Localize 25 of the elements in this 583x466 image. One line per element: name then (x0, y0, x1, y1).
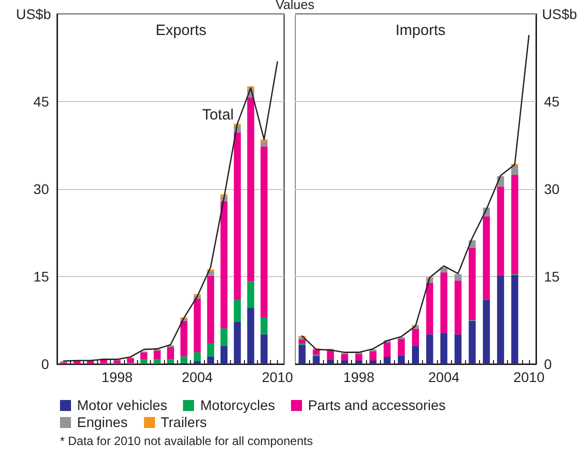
y-axis-title: US$b (16, 6, 52, 22)
y2-tick-label: 45 (544, 94, 560, 110)
y2-tick-label: 15 (544, 268, 560, 284)
text: * Data for 2010 not available for all components (60, 434, 313, 449)
x-tick-label: 2010 (513, 369, 545, 385)
y2-tick-label: 30 (544, 181, 560, 197)
x-tick-label: 1998 (343, 369, 375, 385)
x-tick-label: 2004 (428, 369, 460, 385)
y-tick-label: 30 (33, 181, 50, 197)
y2-axis-title: US$b (542, 6, 578, 22)
text: Exports (156, 22, 206, 39)
series-label: Total (202, 106, 234, 124)
legend-label: Parts and accessories (306, 397, 446, 414)
legend-label: Trailers (160, 414, 207, 431)
x-tick-label: 2004 (182, 369, 214, 385)
x-tick-label: 2010 (262, 369, 294, 385)
legend-label: Motorcycles (199, 397, 275, 414)
y-tick-label: 0 (41, 356, 50, 372)
legend-label: Engines (76, 414, 128, 431)
y2-tick-label: 0 (544, 356, 552, 372)
text: Imports (395, 22, 446, 39)
legend-label: Motor vehicles (76, 397, 168, 414)
y-tick-label: 45 (33, 94, 50, 110)
x-tick-label: 1998 (102, 369, 133, 385)
y-tick-label: 15 (33, 268, 50, 284)
